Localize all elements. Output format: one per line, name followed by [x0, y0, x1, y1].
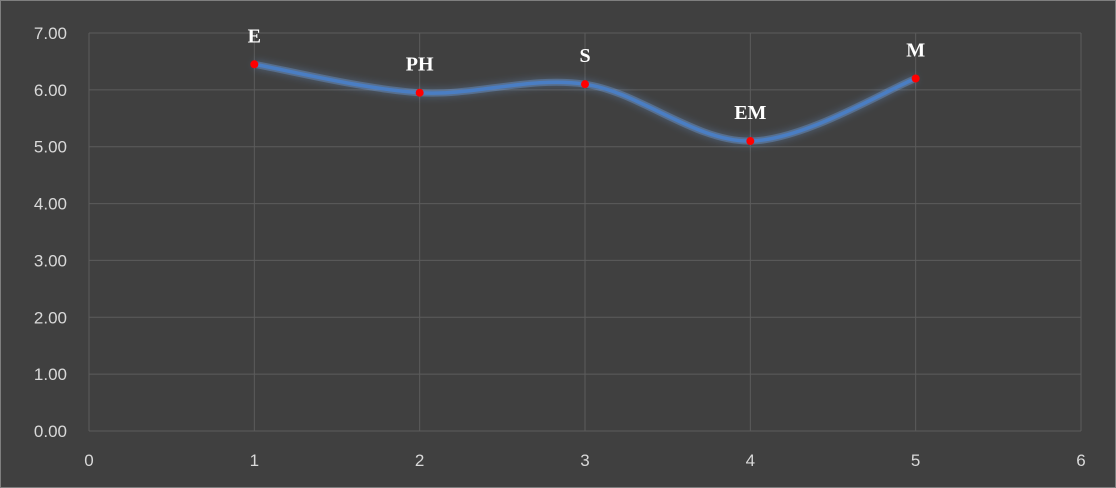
data-point-label: PH — [406, 54, 434, 76]
data-markers — [250, 60, 920, 146]
x-tick-label: 3 — [580, 451, 589, 470]
x-tick-label: 4 — [746, 451, 755, 470]
data-labels: E PH S EM M — [248, 25, 926, 124]
data-point-label: S — [579, 45, 590, 67]
y-tick-label: 4.00 — [34, 195, 67, 214]
data-point-label: M — [906, 39, 925, 61]
data-point-marker — [250, 60, 259, 69]
data-point-label: E — [248, 25, 261, 47]
y-tick-label: 3.00 — [34, 251, 67, 270]
data-point-label: EM — [734, 102, 766, 124]
y-tick-label: 1.00 — [34, 365, 67, 384]
data-point-marker — [911, 74, 920, 83]
y-tick-label: 0.00 — [34, 422, 67, 441]
y-tick-label: 7.00 — [34, 24, 67, 43]
data-point-marker — [746, 137, 755, 146]
x-tick-label: 5 — [911, 451, 920, 470]
gridlines — [88, 32, 1082, 432]
y-tick-label: 2.00 — [34, 308, 67, 327]
x-tick-label: 6 — [1076, 451, 1085, 470]
x-tick-label: 0 — [84, 451, 93, 470]
data-point-marker — [415, 88, 424, 97]
y-tick-label: 6.00 — [34, 81, 67, 100]
x-tick-label: 2 — [415, 451, 424, 470]
data-point-marker — [581, 80, 589, 89]
y-tick-label: 5.00 — [34, 138, 67, 157]
x-tick-label: 1 — [250, 451, 259, 470]
axis-ticks: 0.00 1.00 2.00 3.00 4.00 5.00 6.00 7.00 0 1 2 3 4 5 6 — [34, 24, 1086, 470]
